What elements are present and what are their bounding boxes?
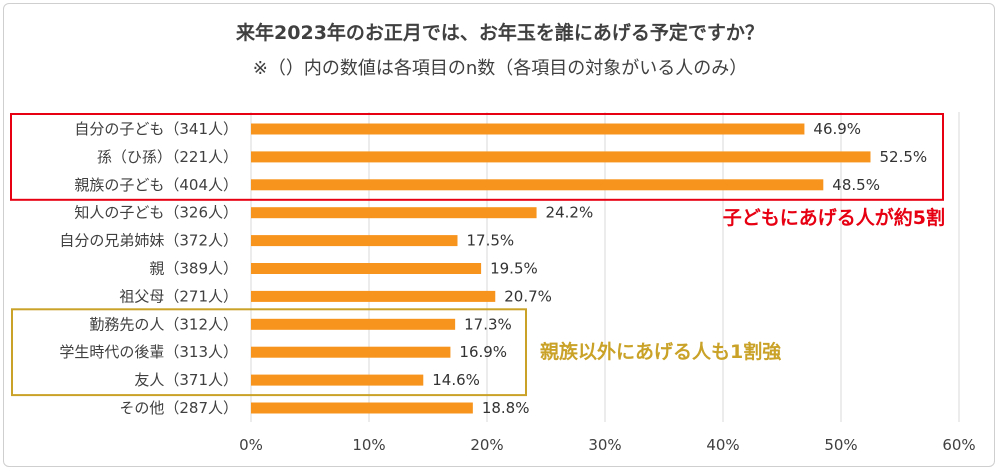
x-tick-label: 30% [588,436,621,454]
annotation-non-relatives: 親族以外にあげる人も1割強 [540,340,781,363]
data-label: 20.7% [504,287,552,305]
category-label: 親（389人） [149,260,238,278]
bar [251,374,424,386]
category-label: その他（287人） [119,399,238,417]
data-label: 46.9% [813,120,861,138]
annotation-children: 子どもにあげる人が約5割 [723,206,945,229]
data-label: 17.5% [467,232,515,250]
bar [251,263,482,274]
category-label: 自分の子ども（341人） [74,120,238,138]
category-label: 自分の兄弟姉妹（372人） [59,232,238,250]
category-label: 友人（371人） [134,371,238,389]
x-tick-label: 0% [239,436,263,454]
highlight-box-children [10,113,944,201]
data-label: 14.6% [432,371,480,389]
data-label: 52.5% [880,148,928,166]
x-tick-label: 40% [706,436,739,454]
bar [251,402,473,414]
bar [251,123,805,135]
bar [251,207,537,219]
x-tick-label: 20% [470,436,503,454]
data-label: 48.5% [832,176,880,194]
x-tick-label: 10% [352,436,385,454]
category-label: 祖父母（271人） [119,287,238,305]
category-label: 勤務先の人（312人） [89,315,238,333]
x-tick-label: 60% [942,436,975,454]
bar [251,346,451,358]
bar [251,290,496,302]
category-label: 知人の子ども（326人） [74,204,238,222]
chart-subtitle: ※（）内の数値は各項目のn数（各項目の対象がいる人のみ） [252,58,748,79]
bar [251,179,824,191]
data-label: 24.2% [546,204,594,222]
data-label: 17.3% [464,315,512,333]
data-label: 16.9% [459,343,507,361]
bar [251,235,458,247]
category-label: 孫（ひ孫）（221人） [97,148,238,166]
x-tick-label: 50% [824,436,857,454]
bar [251,318,456,330]
category-label: 親族の子ども（404人） [74,176,238,194]
chart-title: 来年2023年のお正月では、お年玉を誰にあげる予定ですか？ [236,22,764,44]
category-label: 学生時代の後輩（313人） [59,343,238,361]
bar [251,151,871,163]
highlight-box-non-relatives [11,308,527,397]
chart-frame [3,3,995,467]
data-label: 19.5% [490,260,538,278]
data-label: 18.8% [482,399,530,417]
